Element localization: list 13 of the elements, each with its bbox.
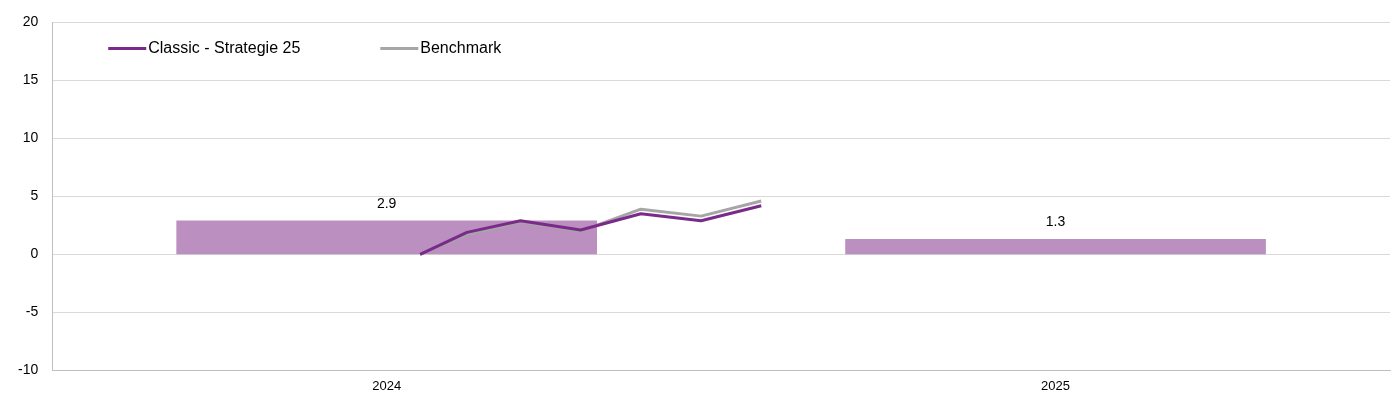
- y-tick-label: 5: [30, 187, 39, 204]
- y-tick-label: -5: [25, 303, 39, 320]
- y-tick-label: 15: [22, 71, 39, 88]
- y-tick-label: 20: [22, 13, 39, 30]
- x-tick-label: 2025: [1041, 377, 1071, 393]
- y-tick-label: 10: [22, 129, 39, 146]
- data-label: 1.3: [1045, 213, 1066, 230]
- legend-label: Classic - Strategie 25: [148, 38, 301, 56]
- data-label: 2.9: [376, 194, 397, 211]
- y-tick-label: -10: [18, 361, 39, 378]
- y-tick-label: 0: [30, 245, 39, 262]
- x-tick-label: 2024: [372, 377, 402, 393]
- legend-label: Benchmark: [420, 38, 503, 56]
